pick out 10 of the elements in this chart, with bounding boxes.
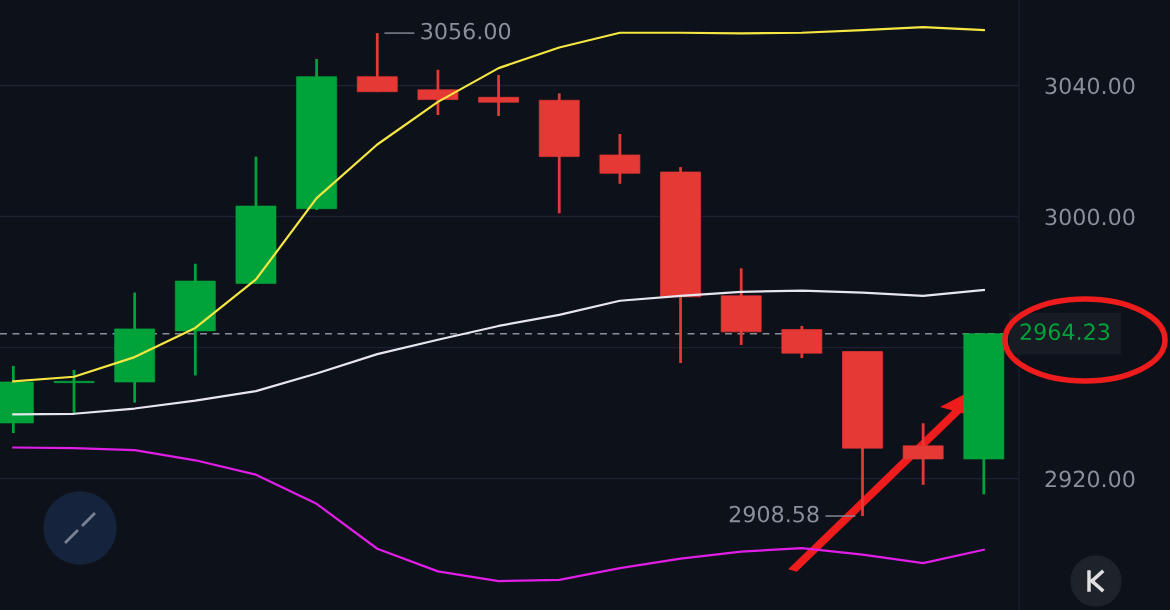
y-tick-label: 3040.00 — [1045, 77, 1135, 95]
candlestick — [53, 368, 95, 416]
line-series — [12, 288, 985, 416]
line-series — [12, 446, 985, 583]
annotation: 3056.00 — [421, 22, 511, 40]
annotation: 2908.58 — [729, 505, 819, 523]
candlestick — [478, 73, 519, 118]
y-tick-label: 3000.00 — [1045, 208, 1135, 226]
ref-line-label: 2964.23 — [1020, 323, 1110, 341]
y-tick-label: 2920.00 — [1045, 470, 1135, 488]
